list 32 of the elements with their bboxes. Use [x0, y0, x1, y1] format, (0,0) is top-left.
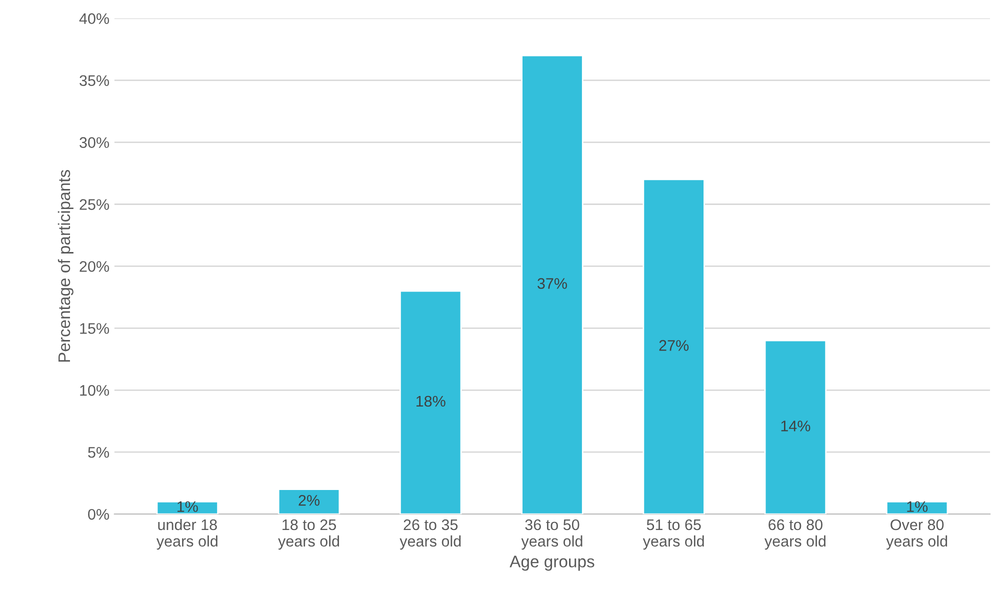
data-label: 27%	[659, 340, 689, 351]
bar	[764, 340, 827, 514]
y-tick-label: 5%	[88, 447, 110, 458]
bar	[642, 178, 705, 514]
bar	[400, 290, 462, 514]
x-tick-label: 66 to 80 years old	[764, 519, 826, 550]
x-tick-label: under 18 years old	[156, 518, 218, 550]
y-tick-label: 40%	[79, 13, 110, 24]
y-tick-label: 0%	[88, 508, 110, 520]
data-label: 1%	[178, 501, 198, 512]
x-tick-label: 18 to 25 years old	[278, 519, 340, 550]
x-axis-title: Age groups	[510, 556, 594, 571]
data-label: 1%	[907, 501, 928, 512]
x-tick-label: Over 80 years old	[886, 519, 948, 550]
y-tick-label: 10%	[80, 385, 110, 396]
x-tick-label: 36 to 50 years old	[521, 519, 582, 550]
y-axis-title: Percentage of participants	[58, 170, 74, 362]
y-tick-label: 35%	[80, 75, 110, 86]
y-tick-label: 20%	[80, 261, 110, 272]
data-label: 37%	[538, 278, 567, 289]
x-tick-label: 51 to 65 years old	[642, 519, 704, 550]
data-label: 14%	[781, 420, 810, 432]
data-label: 2%	[298, 494, 320, 506]
bar	[156, 500, 218, 514]
bar	[278, 488, 340, 514]
bar	[886, 500, 948, 514]
y-tick-label: 30%	[80, 137, 110, 148]
data-label: 18%	[416, 396, 446, 407]
x-tick-label: 26 to 35 years old	[400, 519, 461, 550]
y-tick-label: 25%	[80, 199, 110, 210]
bar	[521, 54, 584, 514]
y-tick-label: 15%	[80, 323, 110, 334]
